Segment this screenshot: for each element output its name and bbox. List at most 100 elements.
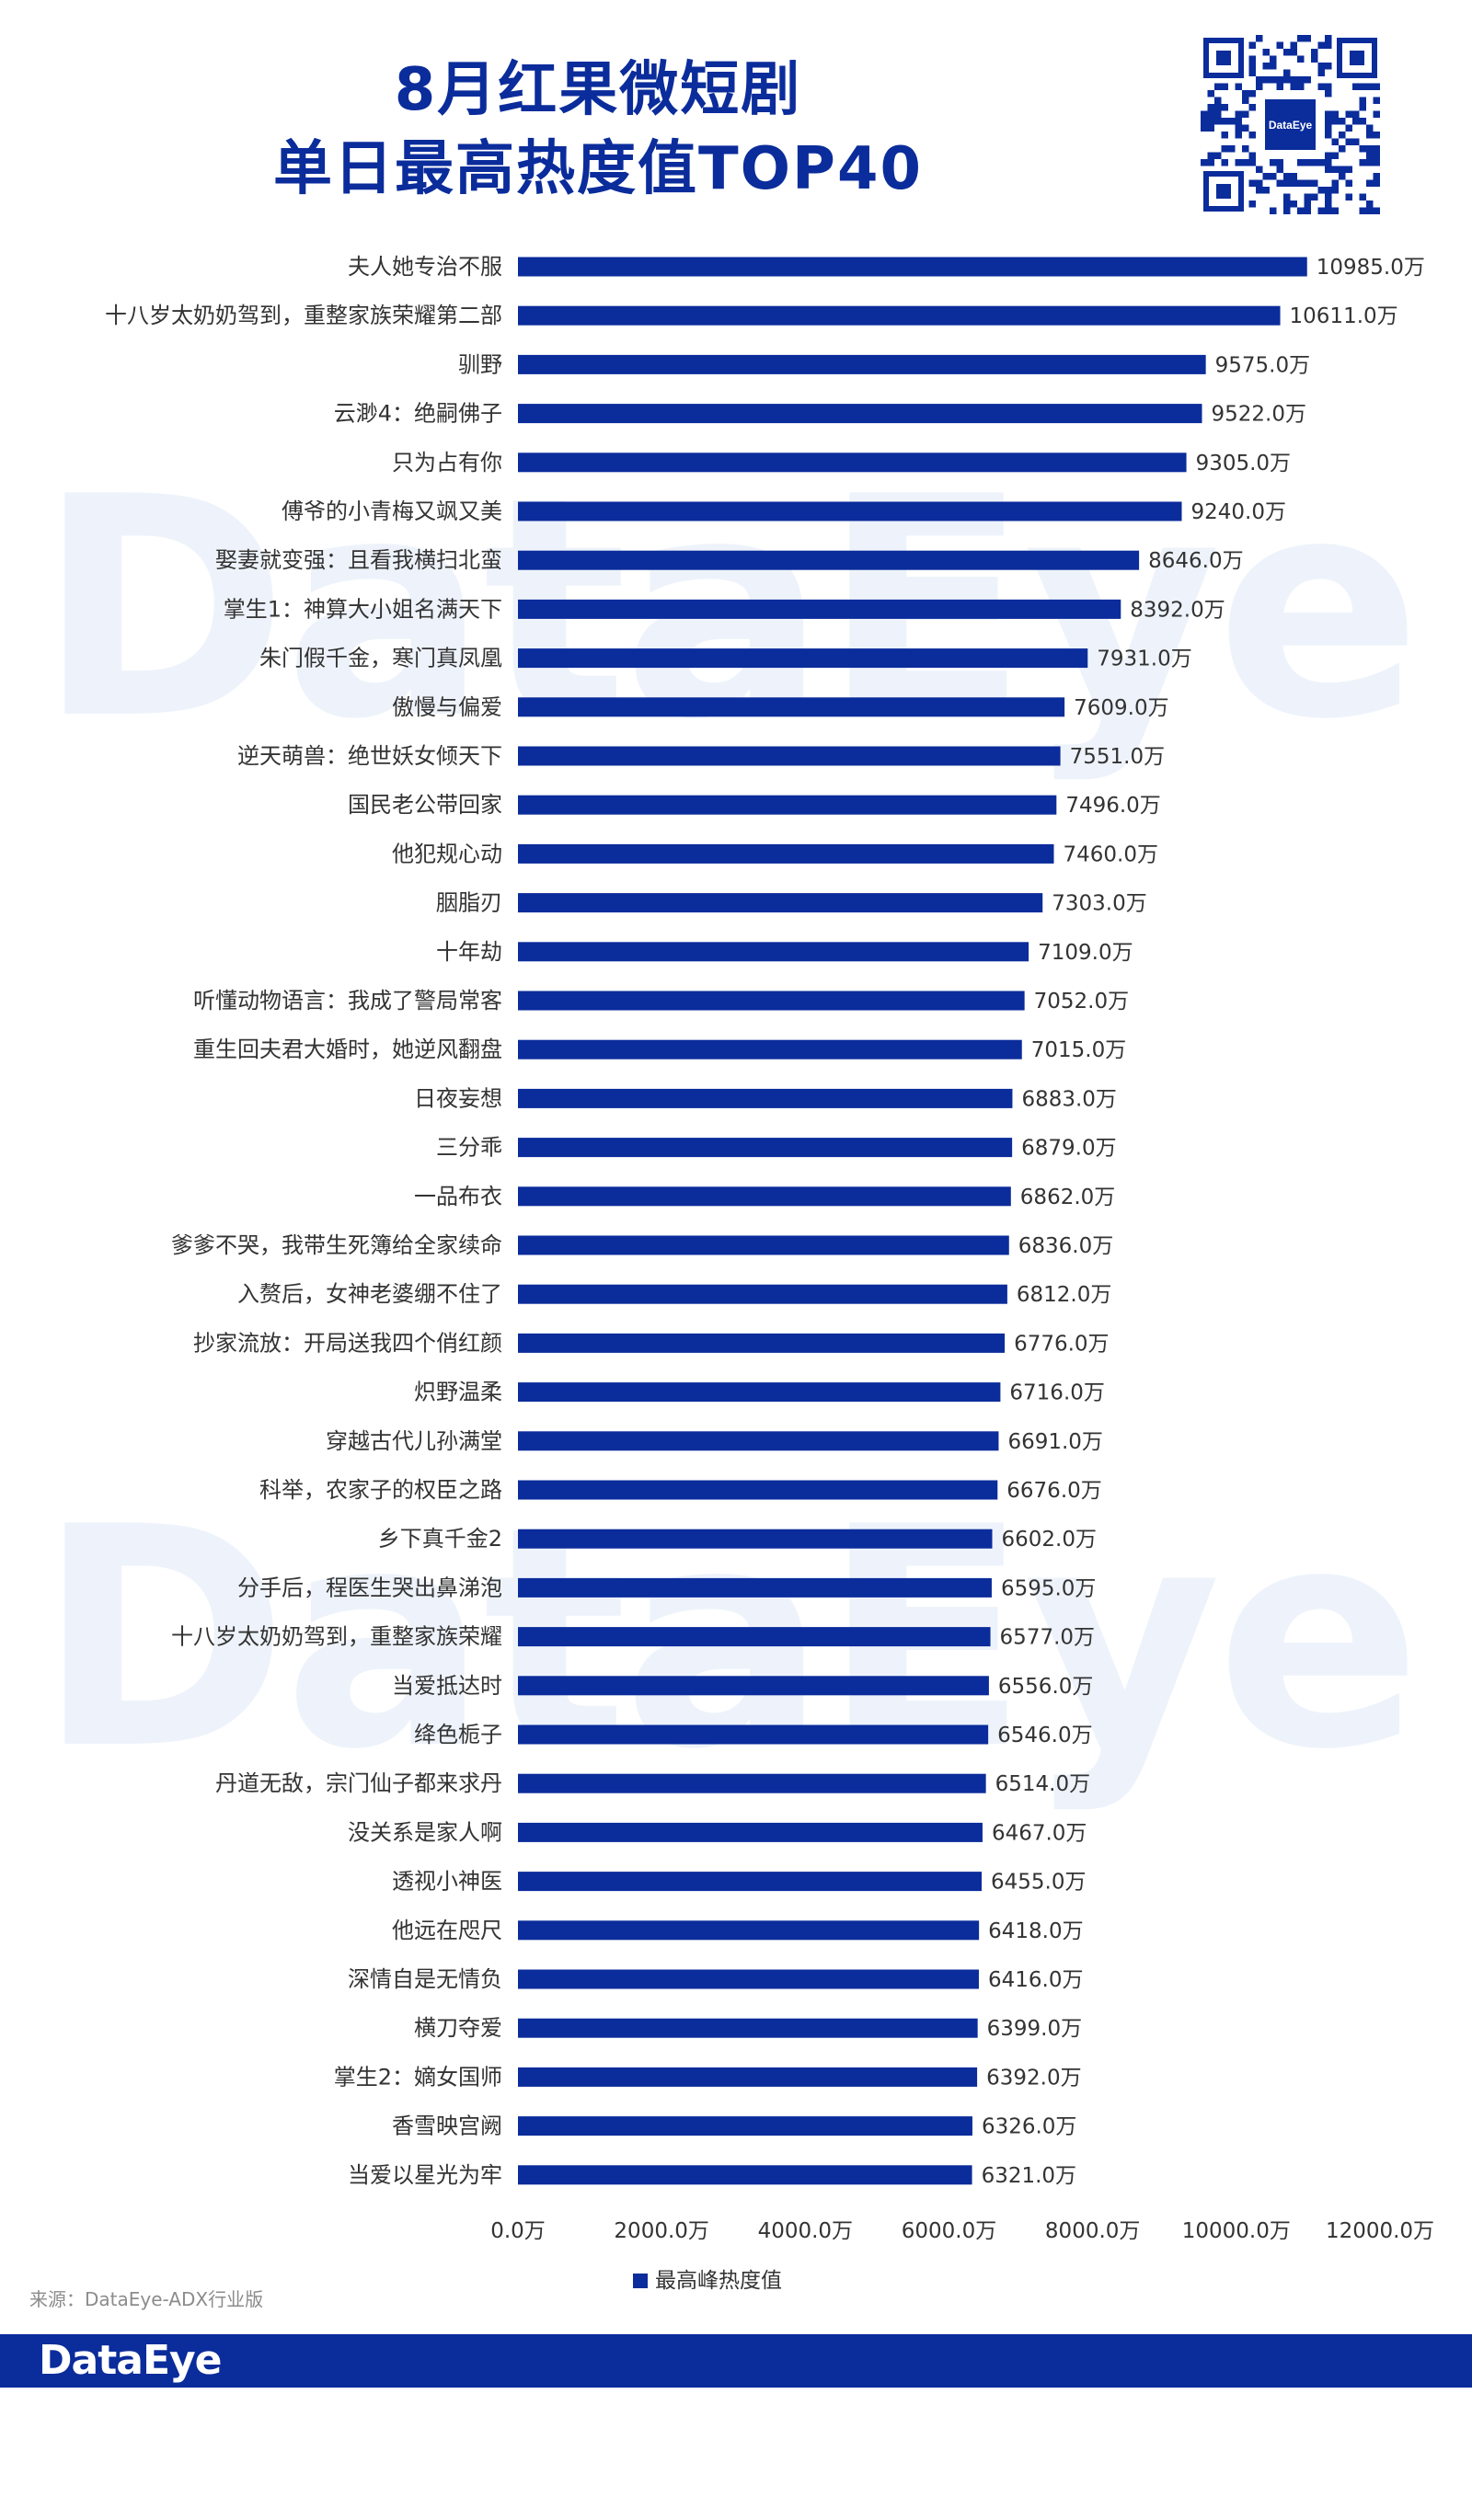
value-label-26: 6676.0万: [1006, 1479, 1101, 1503]
x-tick-label-5: 8000.0万: [1045, 2219, 1140, 2243]
category-label-12: 国民老公带回家: [348, 792, 502, 818]
value-label-1: 10985.0万: [1317, 256, 1425, 280]
value-label-37: 6399.0万: [987, 2017, 1082, 2041]
qr-finder-tl: [1203, 38, 1244, 78]
category-label-30: 当爱抵达时: [392, 1673, 502, 1699]
value-label-24: 6716.0万: [1009, 1381, 1104, 1405]
value-labels-group: 10985.0万 10611.0万 9575.0万 9522.0万 9305.0万 924…: [982, 256, 1425, 2188]
bar-11: [518, 746, 1061, 766]
bar-39: [518, 2116, 972, 2136]
bar-19: [518, 1138, 1013, 1158]
x-tick-label-3: 4000.0万: [758, 2219, 853, 2243]
value-label-22: 6812.0万: [1017, 1283, 1111, 1307]
category-label-15: 十年劫: [436, 939, 502, 965]
value-label-38: 6392.0万: [986, 2066, 1081, 2090]
value-label-7: 8646.0万: [1148, 549, 1243, 573]
bar-33: [518, 1822, 983, 1842]
value-label-3: 9575.0万: [1215, 353, 1310, 377]
category-label-26: 科举，农家子的权臣之路: [259, 1477, 502, 1503]
bar-32: [518, 1773, 986, 1793]
category-label-35: 他远在咫尺: [392, 1918, 502, 1943]
value-label-15: 7109.0万: [1038, 941, 1133, 965]
category-label-38: 掌生2：嫡女国师: [334, 2064, 502, 2090]
bar-12: [518, 795, 1057, 815]
x-tick-label-1: 0.0万: [490, 2219, 546, 2243]
bar-5: [518, 452, 1187, 473]
category-label-5: 只为占有你: [392, 450, 502, 475]
category-label-18: 日夜妄想: [414, 1085, 502, 1111]
legend-label: 最高峰热度值: [655, 2269, 782, 2293]
value-label-25: 6691.0万: [1007, 1430, 1102, 1454]
value-label-30: 6556.0万: [998, 1675, 1093, 1699]
bar-18: [518, 1088, 1013, 1108]
category-label-27: 乡下真千金2: [378, 1526, 502, 1552]
bar-14: [518, 893, 1043, 913]
category-label-3: 驯野: [458, 351, 502, 377]
category-label-36: 深情自是无情负: [348, 1966, 502, 1992]
value-label-8: 8392.0万: [1130, 598, 1225, 622]
category-label-14: 胭脂刃: [436, 890, 502, 916]
category-label-16: 听懂动物语言：我成了警局常客: [193, 988, 502, 1014]
category-label-39: 香雪映宫阙: [392, 2113, 502, 2139]
category-label-9: 朱门假千金，寒门真凤凰: [259, 646, 502, 671]
category-label-31: 绛色栀子: [414, 1722, 502, 1747]
footer-logo: DataEye: [39, 2337, 223, 2384]
value-label-10: 7609.0万: [1074, 696, 1168, 720]
bar-38: [518, 2067, 978, 2087]
value-label-5: 9305.0万: [1196, 452, 1291, 475]
value-label-29: 6577.0万: [1000, 1626, 1095, 1650]
value-label-18: 6883.0万: [1021, 1087, 1116, 1111]
legend-swatch: [633, 2274, 648, 2288]
bar-17: [518, 1039, 1022, 1060]
category-labels-group: 夫人她专治不服十八岁太奶奶驾到，重整家族荣耀第二部驯野云渺4：绝嗣佛子只为占有你…: [105, 254, 502, 2188]
value-label-14: 7303.0万: [1052, 892, 1146, 916]
value-label-27: 6602.0万: [1002, 1528, 1097, 1552]
value-label-21: 6836.0万: [1018, 1234, 1113, 1258]
category-label-2: 十八岁太奶奶驾到，重整家族荣耀第二部: [105, 303, 502, 328]
bar-2: [518, 305, 1281, 326]
bar-25: [518, 1431, 999, 1451]
bar-26: [518, 1480, 998, 1500]
bar-29: [518, 1627, 991, 1647]
category-label-1: 夫人她专治不服: [348, 254, 502, 280]
category-label-20: 一品布衣: [414, 1184, 502, 1209]
value-label-39: 6326.0万: [982, 2115, 1076, 2139]
bar-16: [518, 991, 1025, 1011]
bar-31: [518, 1724, 989, 1745]
category-label-23: 抄家流放：开局送我四个俏红颜: [193, 1330, 502, 1356]
value-label-33: 6467.0万: [992, 1821, 1087, 1845]
x-tick-label-4: 6000.0万: [902, 2219, 996, 2243]
category-label-7: 娶妻就变强：且看我横扫北蛮: [215, 547, 502, 573]
category-label-11: 逆天萌兽：绝世妖女倾天下: [237, 743, 502, 769]
value-label-12: 7496.0万: [1065, 794, 1160, 818]
bar-37: [518, 2018, 978, 2038]
bar-8: [518, 599, 1121, 619]
value-label-19: 6879.0万: [1021, 1137, 1116, 1161]
qr-code: DataEye: [1201, 35, 1380, 214]
category-label-37: 横刀夺爱: [414, 2015, 502, 2041]
x-tick-label-2: 2000.0万: [614, 2219, 708, 2243]
category-label-19: 三分乖: [436, 1135, 502, 1161]
bar-6: [518, 501, 1182, 521]
value-label-11: 7551.0万: [1070, 745, 1165, 769]
value-label-23: 6776.0万: [1014, 1332, 1109, 1356]
page-title: 8月红果微短剧 单日最高热度值TOP40: [0, 51, 1196, 209]
bar-10: [518, 697, 1065, 717]
bar-4: [518, 404, 1202, 424]
value-label-4: 9522.0万: [1212, 403, 1306, 427]
value-label-2: 10611.0万: [1290, 304, 1398, 328]
value-label-13: 7460.0万: [1064, 842, 1158, 866]
qr-finder-bl: [1203, 171, 1244, 212]
category-label-22: 入赘后，女神老婆绷不住了: [237, 1281, 502, 1307]
bar-36: [518, 1969, 979, 1989]
value-label-20: 6862.0万: [1020, 1186, 1115, 1209]
bar-40: [518, 2165, 972, 2185]
value-label-31: 6546.0万: [997, 1724, 1092, 1747]
x-tick-labels-group: 0.0万 2000.0万 4000.0万 6000.0万 8000.0万 10000.0万…: [490, 2219, 1434, 2243]
bar-13: [518, 843, 1054, 864]
category-label-33: 没关系是家人啊: [348, 1819, 502, 1845]
category-label-10: 傲慢与偏爱: [392, 694, 502, 720]
qr-center-logo: [1265, 99, 1316, 150]
value-label-36: 6416.0万: [988, 1968, 1083, 1992]
category-label-25: 穿越古代儿孙满堂: [326, 1428, 502, 1454]
